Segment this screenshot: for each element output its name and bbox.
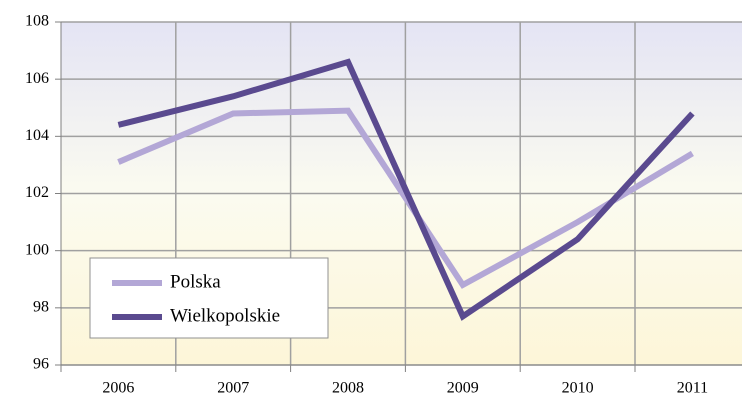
series-line — [117, 107, 694, 289]
y-tick-label: 102 — [25, 184, 49, 201]
y-tick-label: 104 — [25, 127, 49, 144]
y-tick-label: 106 — [25, 70, 49, 87]
x-tick-label: 2007 — [217, 380, 249, 397]
y-tick-label: 108 — [25, 13, 49, 30]
x-tick-label: 2011 — [677, 380, 708, 397]
x-tick-label: 2010 — [562, 380, 594, 397]
legend-label: Wielkopolskie — [170, 305, 280, 326]
y-tick-label: 96 — [33, 356, 49, 373]
series-line — [117, 58, 695, 321]
legend-box — [89, 257, 329, 339]
y-tick-label: 100 — [25, 241, 49, 258]
legend-label: Polska — [170, 271, 221, 292]
y-tick-label: 98 — [33, 299, 49, 316]
x-tick-label: 2009 — [447, 380, 479, 397]
x-tick-label: 2006 — [102, 380, 134, 397]
x-tick-label: 2008 — [332, 380, 364, 397]
